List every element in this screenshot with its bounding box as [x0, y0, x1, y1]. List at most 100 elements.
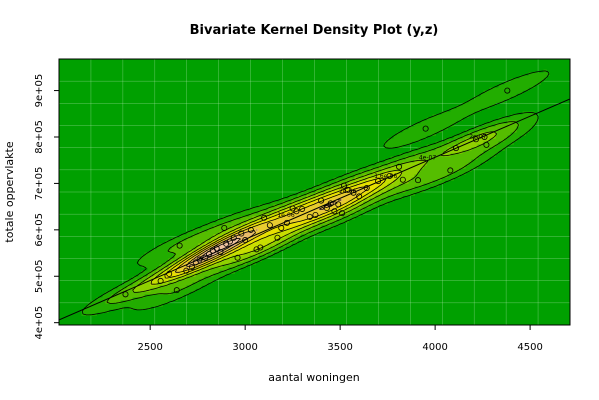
- density-cell: [420, 153, 424, 157]
- density-cell: [348, 183, 352, 187]
- density-cell: [267, 252, 271, 256]
- density-cell: [384, 168, 388, 172]
- density-cell: [132, 288, 136, 292]
- density-cell: [414, 138, 418, 142]
- density-cell: [147, 294, 151, 298]
- density-cell: [270, 216, 274, 220]
- density-cell: [429, 123, 433, 127]
- density-cell: [381, 174, 385, 178]
- density-cell: [543, 75, 547, 79]
- density-cell: [240, 219, 244, 223]
- density-cell: [336, 207, 340, 211]
- density-cell: [423, 165, 427, 169]
- density-cell: [417, 126, 421, 130]
- density-layer: [81, 69, 550, 316]
- density-cell: [405, 174, 409, 178]
- density-cell: [264, 225, 268, 229]
- density-cell: [327, 186, 331, 190]
- density-cell: [189, 246, 193, 250]
- density-cell: [510, 93, 514, 97]
- density-cell: [540, 72, 544, 76]
- density-cell: [180, 291, 184, 295]
- density-cell: [189, 282, 193, 286]
- density-cell: [519, 75, 523, 79]
- density-cell: [447, 159, 451, 163]
- density-cell: [429, 147, 433, 151]
- density-cell: [135, 300, 139, 304]
- density-cell: [306, 189, 310, 193]
- density-cell: [435, 150, 439, 154]
- density-cell: [303, 219, 307, 223]
- density-cell: [321, 228, 325, 232]
- density-cell: [189, 243, 193, 247]
- density-cell: [501, 132, 505, 136]
- density-cell: [222, 270, 226, 274]
- density-cell: [531, 117, 535, 121]
- density-cell: [144, 282, 148, 286]
- density-cell: [429, 177, 433, 181]
- density-cell: [399, 195, 403, 199]
- density-cell: [138, 288, 142, 292]
- density-cell: [411, 138, 415, 142]
- density-cell: [510, 84, 514, 88]
- density-cell: [453, 171, 457, 175]
- density-cell: [423, 180, 427, 184]
- density-cell: [213, 273, 217, 277]
- density-cell: [402, 183, 406, 187]
- density-cell: [378, 192, 382, 196]
- density-cell: [345, 189, 349, 193]
- density-cell: [414, 171, 418, 175]
- density-cell: [258, 210, 262, 214]
- density-cell: [411, 126, 415, 130]
- density-cell: [438, 117, 442, 121]
- density-cell: [522, 129, 526, 133]
- contour-line: [174, 186, 369, 273]
- density-cell: [174, 243, 178, 247]
- density-cell: [432, 180, 436, 184]
- density-cell: [360, 198, 364, 202]
- density-cell: [162, 297, 166, 301]
- density-cell: [315, 231, 319, 235]
- density-cell: [201, 228, 205, 232]
- density-cell: [336, 192, 340, 196]
- density-cell: [144, 291, 148, 295]
- density-cell: [372, 165, 376, 169]
- density-cell: [285, 204, 289, 208]
- density-cell: [243, 231, 247, 235]
- density-cell: [378, 174, 382, 178]
- density-cell: [522, 75, 526, 79]
- density-cell: [420, 168, 424, 172]
- density-cell: [483, 159, 487, 163]
- density-cell: [192, 261, 196, 265]
- density-cell: [405, 135, 409, 139]
- density-cell: [501, 93, 505, 97]
- density-cell: [117, 288, 121, 292]
- density-cell: [213, 267, 217, 271]
- density-cell: [171, 252, 175, 256]
- density-cell: [429, 156, 433, 160]
- density-cell: [489, 132, 493, 136]
- density-cell: [450, 165, 454, 169]
- density-cell: [123, 297, 127, 301]
- density-cell: [177, 276, 181, 280]
- density-cell: [267, 240, 271, 244]
- density-cell: [243, 234, 247, 238]
- density-cell: [489, 102, 493, 106]
- density-cell: [270, 219, 274, 223]
- density-cell: [177, 267, 181, 271]
- density-cell: [90, 306, 94, 310]
- density-cell: [396, 195, 400, 199]
- density-cell: [372, 198, 376, 202]
- density-cell: [525, 123, 529, 127]
- density-cell: [411, 135, 415, 139]
- density-cell: [534, 78, 538, 82]
- data-point: [242, 237, 249, 244]
- density-cell: [141, 300, 145, 304]
- density-cell: [228, 261, 232, 265]
- density-cell: [168, 273, 172, 277]
- density-cell: [129, 279, 133, 283]
- density-cell: [333, 180, 337, 184]
- density-cell: [237, 249, 241, 253]
- density-cell: [420, 123, 424, 127]
- density-cell: [273, 225, 277, 229]
